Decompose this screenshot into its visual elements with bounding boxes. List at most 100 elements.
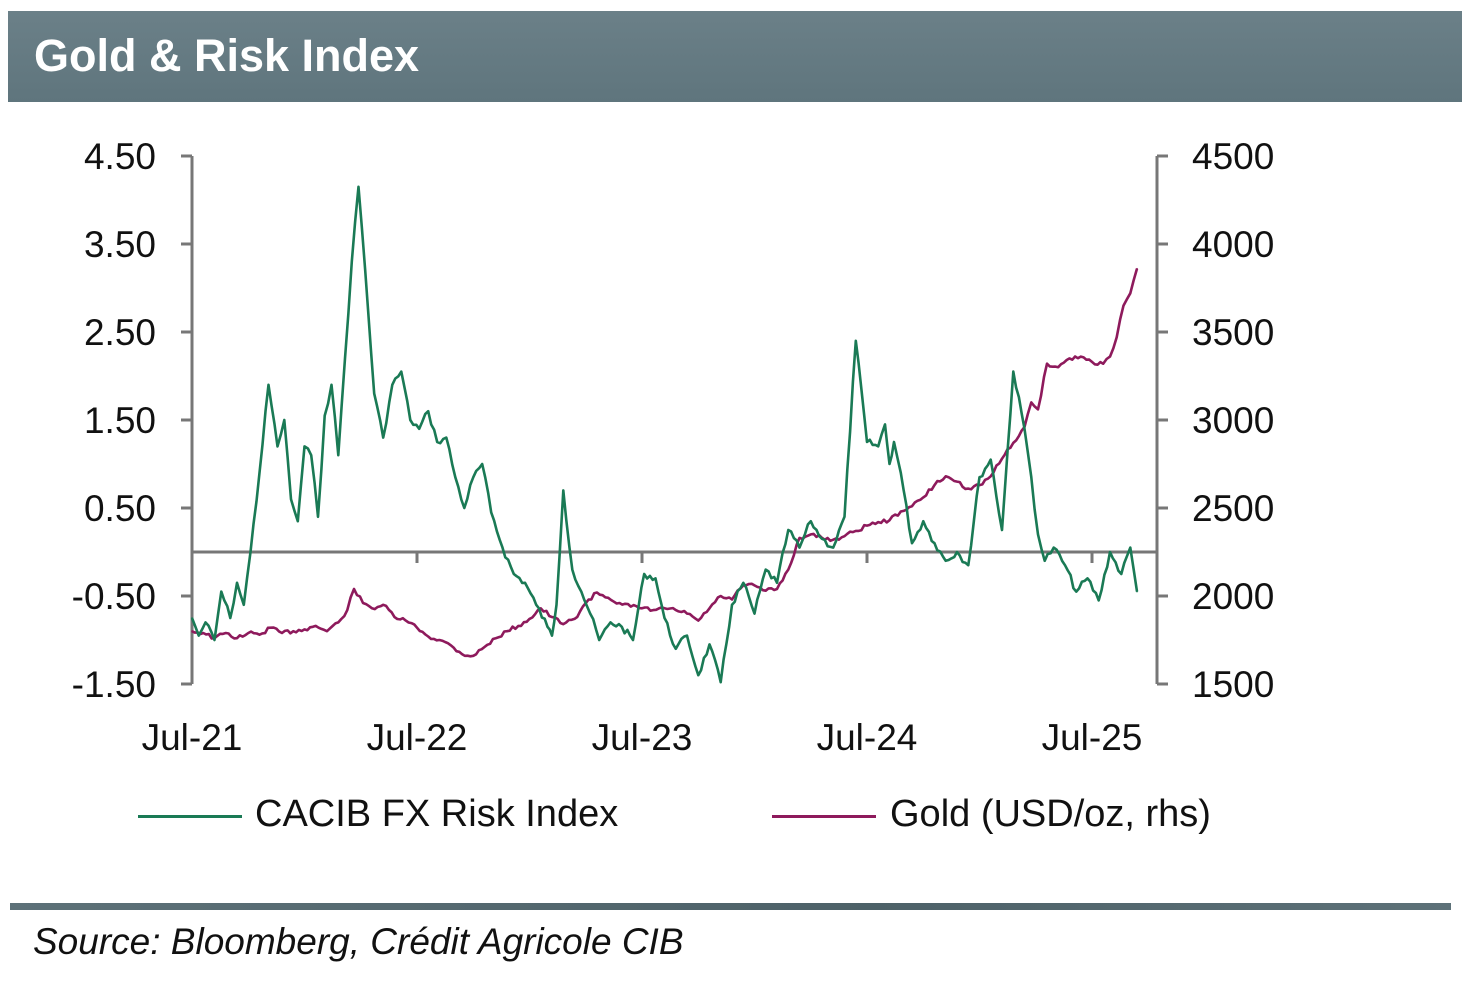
data-point-gold (877, 521, 880, 523)
data-point-risk-index (571, 568, 574, 571)
data-point-risk-index (697, 674, 700, 676)
data-point-risk-index (330, 384, 333, 386)
data-point-gold (506, 630, 508, 632)
data-point-risk-index (562, 489, 565, 492)
data-point-risk-index (1109, 551, 1111, 553)
data-point-gold (404, 619, 407, 622)
data-point-gold (258, 633, 261, 636)
data-point-gold (1030, 401, 1033, 404)
data-point-risk-index (391, 384, 394, 386)
data-point-gold (1037, 408, 1039, 411)
data-point-risk-index (956, 551, 958, 553)
data-point-risk-index (204, 621, 207, 624)
data-point-gold (663, 607, 666, 610)
data-point-risk-index (337, 454, 340, 457)
data-point-gold (922, 496, 925, 499)
data-point-risk-index (512, 573, 515, 575)
data-point-risk-index (344, 357, 346, 360)
data-point-gold (1068, 357, 1071, 360)
data-point-gold (1115, 336, 1118, 339)
data-point-gold (944, 475, 947, 478)
data-point-gold (1079, 355, 1082, 358)
data-point-gold (731, 598, 733, 601)
data-point-gold (641, 607, 643, 610)
data-point-gold (346, 609, 349, 611)
data-point-risk-index (501, 546, 504, 549)
data-point-risk-index (220, 590, 223, 593)
data-point-gold (753, 584, 756, 587)
data-point-risk-index (445, 436, 448, 439)
data-point-gold (843, 535, 846, 537)
data-point-risk-index (731, 604, 733, 606)
data-point-gold (528, 618, 531, 620)
data-point-gold (596, 591, 598, 594)
data-point-gold (832, 538, 835, 541)
legend-label-risk-index: CACIB FX Risk Index (255, 793, 619, 835)
data-point-gold (888, 519, 891, 522)
data-point-gold (798, 537, 801, 539)
data-point-risk-index (888, 463, 891, 465)
data-point-risk-index (1064, 564, 1066, 566)
data-point-risk-index (643, 573, 646, 575)
data-point-risk-index (944, 560, 947, 562)
data-point-risk-index (1086, 577, 1089, 580)
data-point-risk-index (632, 639, 634, 641)
data-point-risk-index (1012, 370, 1015, 373)
footer-divider (10, 903, 1451, 910)
left-axis-tick-label: 2.50 (84, 312, 156, 353)
data-point-gold (1057, 366, 1060, 369)
data-point-gold (314, 625, 317, 627)
data-point-gold (472, 655, 475, 657)
data-point-risk-index (598, 639, 601, 641)
data-point-gold (202, 632, 205, 634)
data-point-risk-index (832, 546, 835, 549)
data-point-risk-index (310, 454, 313, 457)
data-point-risk-index (654, 577, 657, 580)
data-point-gold (224, 632, 227, 634)
data-point-risk-index (989, 458, 992, 461)
legend-swatch-gold (772, 815, 876, 818)
data-point-risk-index (481, 463, 484, 465)
data-point-risk-index (708, 643, 711, 646)
data-point-gold (764, 589, 767, 592)
legend-item-gold: Gold (USD/oz, rhs) (772, 795, 1211, 833)
data-point-gold (1136, 267, 1138, 270)
data-point-gold (607, 596, 610, 599)
series-line-risk-index (190, 185, 1139, 684)
data-point-risk-index (303, 445, 306, 448)
data-point-risk-index (258, 472, 261, 474)
right-axis-tick-label: 2000 (1192, 576, 1274, 617)
data-point-risk-index (764, 568, 767, 571)
data-point-gold (719, 595, 722, 597)
data-point-gold (776, 588, 778, 590)
right-axis-tick-label: 4000 (1192, 224, 1274, 265)
data-point-risk-index (551, 634, 553, 637)
data-point-risk-index (267, 384, 270, 386)
data-point-risk-index (535, 604, 538, 606)
data-point-risk-index (1129, 546, 1132, 549)
data-point-gold (353, 588, 355, 590)
data-point-gold (1046, 362, 1048, 365)
data-point-risk-index (843, 516, 846, 518)
data-point-gold (517, 625, 520, 627)
data-point-gold (674, 609, 677, 611)
data-point-risk-index (454, 476, 457, 479)
data-point-gold (449, 644, 452, 647)
data-point-gold (618, 602, 621, 604)
x-axis-tick-label: Jul-21 (142, 717, 243, 758)
data-point-risk-index (866, 441, 868, 443)
data-point-risk-index (213, 639, 216, 641)
data-point-risk-index (197, 634, 200, 637)
data-point-gold (1122, 304, 1125, 307)
legend-label-gold: Gold (USD/oz, rhs) (890, 793, 1211, 835)
x-axis-tick-label: Jul-25 (1042, 717, 1143, 758)
data-point-gold (956, 480, 958, 483)
data-point-gold (191, 630, 193, 632)
series-group (190, 185, 1139, 684)
data-point-risk-index (798, 546, 801, 549)
x-axis-tick-label: Jul-23 (592, 717, 693, 758)
data-point-risk-index (249, 551, 252, 553)
data-point-risk-index (884, 423, 886, 426)
data-point-gold (281, 632, 283, 634)
data-point-risk-index (854, 340, 857, 342)
